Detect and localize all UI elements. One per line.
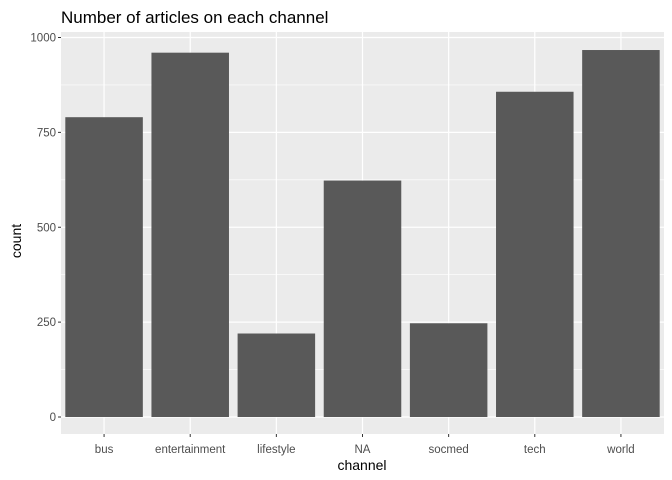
bar-bus <box>65 117 143 417</box>
chart-title: Number of articles on each channel <box>61 8 328 27</box>
bar-na <box>323 180 402 417</box>
bar-world <box>582 50 660 417</box>
bars <box>65 50 660 418</box>
y-tick-label: 0 <box>50 412 56 424</box>
y-tick-label: 250 <box>37 317 56 329</box>
bar-socmed <box>409 323 488 417</box>
x-tick-label: lifestyle <box>257 444 295 456</box>
y-tick-label: 1000 <box>30 33 56 45</box>
x-tick-label: entertainment <box>155 444 226 456</box>
y-axis: 0 250 500 750 1000 <box>30 33 61 424</box>
x-tick-label: socmed <box>429 444 469 456</box>
x-tick-label: NA <box>355 444 371 456</box>
x-tick-label: world <box>606 444 634 456</box>
x-tick-label: tech <box>524 444 546 456</box>
y-axis-title: count <box>8 224 24 258</box>
y-tick-label: 500 <box>37 222 56 234</box>
x-axis: bus entertainment lifestyle NA socmed tech wor… <box>95 434 635 456</box>
bar-tech <box>496 91 574 418</box>
x-tick-label: bus <box>95 444 114 456</box>
x-axis-title: channel <box>337 457 386 473</box>
bar-lifestyle <box>237 333 316 417</box>
y-tick-label: 750 <box>37 127 56 139</box>
bar-entertainment <box>151 52 229 418</box>
